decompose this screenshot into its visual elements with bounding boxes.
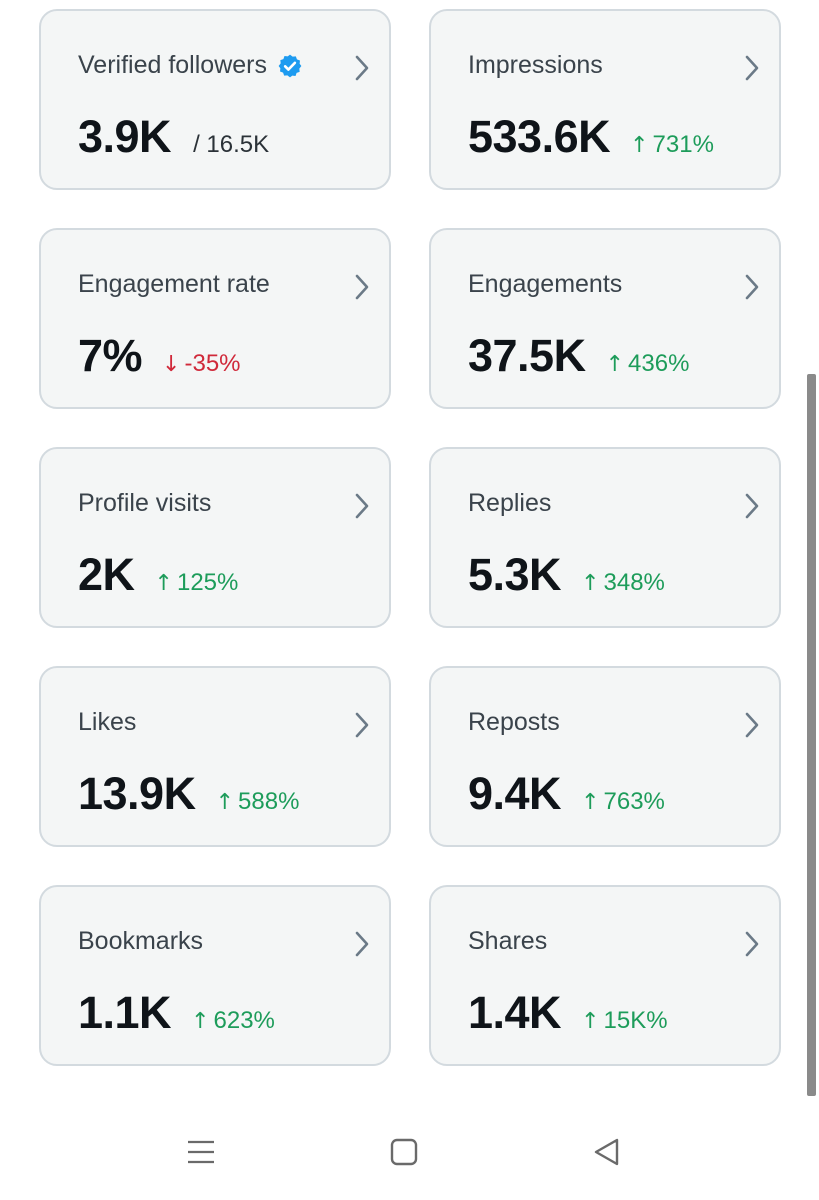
metric-change-value: 731% xyxy=(652,131,714,158)
metric-value-row: 1.4K ↑ 15K% xyxy=(468,987,668,1039)
chevron-right-icon[interactable] xyxy=(743,54,761,82)
system-nav-bar xyxy=(0,1110,819,1200)
metric-title-label: Replies xyxy=(468,489,552,517)
arrow-up-icon: ↑ xyxy=(154,571,173,596)
metric-value: 533.6K xyxy=(468,111,611,162)
metric-value: 9.4K xyxy=(468,768,562,819)
chevron-right-icon[interactable] xyxy=(743,711,761,739)
metric-title: Profile visits xyxy=(78,489,211,518)
scrollbar[interactable] xyxy=(807,374,816,1096)
metric-title: Likes xyxy=(78,708,136,737)
arrow-up-icon: ↑ xyxy=(630,133,649,158)
metric-change: ↑ 348% xyxy=(581,569,665,597)
metric-title: Impressions xyxy=(468,51,603,80)
metric-title-label: Profile visits xyxy=(78,489,212,517)
metric-title: Reposts xyxy=(468,708,560,737)
metric-title: Verified followers xyxy=(78,51,303,80)
chevron-right-icon[interactable] xyxy=(743,930,761,958)
metric-change: ↑ 588% xyxy=(216,788,300,816)
metric-value: 3.9K xyxy=(78,111,172,162)
home-square-icon xyxy=(390,1138,418,1166)
metric-value-row: 533.6K ↑ 731% xyxy=(468,111,714,163)
chevron-right-icon[interactable] xyxy=(353,711,371,739)
metric-change-value: 763% xyxy=(603,788,665,815)
metric-title: Replies xyxy=(468,489,551,518)
metric-total: / 16.5K xyxy=(193,131,270,158)
metric-value-row: 5.3K ↑ 348% xyxy=(468,549,665,601)
metric-value: 2K xyxy=(78,549,135,600)
verified-badge-icon xyxy=(278,54,302,77)
metric-title: Shares xyxy=(468,927,547,956)
metric-card[interactable]: Verified followers 3.9K / 16.5K xyxy=(39,9,391,190)
arrow-up-icon: ↑ xyxy=(581,790,600,815)
arrow-down-icon: ↓ xyxy=(162,352,181,377)
metric-change-value: 623% xyxy=(213,1007,275,1034)
metric-value: 13.9K xyxy=(78,768,196,819)
metric-value-row: 13.9K ↑ 588% xyxy=(78,768,299,820)
arrow-up-icon: ↑ xyxy=(581,1009,600,1034)
metric-card[interactable]: Reposts 9.4K ↑ 763% xyxy=(429,666,781,847)
metric-change-value: 436% xyxy=(628,350,690,377)
back-button[interactable] xyxy=(587,1132,627,1172)
metric-title-label: Likes xyxy=(78,708,137,736)
metric-value-row: 7% ↓ -35% xyxy=(78,330,241,382)
home-button[interactable] xyxy=(384,1132,424,1172)
metric-change: ↑ 125% xyxy=(155,569,239,597)
metric-change-value: 588% xyxy=(238,788,300,815)
chevron-right-icon[interactable] xyxy=(353,930,371,958)
metric-value: 7% xyxy=(78,330,143,381)
metric-value-row: 1.1K ↑ 623% xyxy=(78,987,275,1039)
metric-title-label: Engagements xyxy=(468,270,623,298)
metric-title: Engagement rate xyxy=(78,270,270,299)
metric-title: Engagements xyxy=(468,270,622,299)
metric-value: 37.5K xyxy=(468,330,586,381)
chevron-right-icon[interactable] xyxy=(353,492,371,520)
recent-apps-button[interactable] xyxy=(181,1132,221,1172)
metric-title-label: Engagement rate xyxy=(78,270,270,298)
metric-value: 1.1K xyxy=(78,987,172,1038)
metric-card[interactable]: Engagement rate 7% ↓ -35% xyxy=(39,228,391,409)
metric-card[interactable]: Profile visits 2K ↑ 125% xyxy=(39,447,391,628)
metric-title-label: Bookmarks xyxy=(78,927,204,955)
chevron-right-icon[interactable] xyxy=(743,273,761,301)
metric-title: Bookmarks xyxy=(78,927,203,956)
metric-change-value: -35% xyxy=(184,350,241,377)
chevron-right-icon[interactable] xyxy=(353,273,371,301)
metrics-grid: Verified followers 3.9K / 16.5K Impressions… xyxy=(39,9,781,1066)
metric-change: ↑ 731% xyxy=(630,131,714,159)
metric-title-label: Verified followers xyxy=(78,51,267,79)
metric-change-value: 125% xyxy=(176,569,239,596)
arrow-up-icon: ↑ xyxy=(215,790,235,815)
metric-title-label: Shares xyxy=(468,927,548,955)
menu-icon xyxy=(188,1140,214,1164)
chevron-right-icon[interactable] xyxy=(743,492,761,520)
metric-change: ↑ 15K% xyxy=(581,1007,667,1035)
metric-card[interactable]: Impressions 533.6K ↑ 731% xyxy=(429,9,781,190)
arrow-up-icon: ↑ xyxy=(581,571,600,596)
metric-title-label: Impressions xyxy=(468,51,603,79)
arrow-up-icon: ↑ xyxy=(191,1009,210,1034)
arrow-up-icon: ↑ xyxy=(605,352,625,377)
metric-change: ↑ 623% xyxy=(191,1007,275,1035)
metric-card[interactable]: Replies 5.3K ↑ 348% xyxy=(429,447,781,628)
back-triangle-icon xyxy=(594,1138,619,1166)
metric-value: 5.3K xyxy=(468,549,562,600)
metric-change: ↓ -35% xyxy=(162,350,240,378)
metric-title-label: Reposts xyxy=(468,708,560,736)
metric-card[interactable]: Shares 1.4K ↑ 15K% xyxy=(429,885,781,1066)
metric-value-row: 9.4K ↑ 763% xyxy=(468,768,665,820)
metric-card[interactable]: Engagements 37.5K ↑ 436% xyxy=(429,228,781,409)
metric-change: ↑ 763% xyxy=(581,788,665,816)
chevron-right-icon[interactable] xyxy=(353,54,371,82)
metric-value: 1.4K xyxy=(468,987,562,1038)
metric-value-row: 2K ↑ 125% xyxy=(78,549,238,601)
metric-change: ↑ 436% xyxy=(606,350,690,378)
metric-change-value: 348% xyxy=(603,569,665,596)
metric-card[interactable]: Likes 13.9K ↑ 588% xyxy=(39,666,391,847)
metric-value-row: 37.5K ↑ 436% xyxy=(468,330,689,382)
metric-change-value: 15K% xyxy=(603,1007,668,1034)
metric-card[interactable]: Bookmarks 1.1K ↑ 623% xyxy=(39,885,391,1066)
metric-value-row: 3.9K / 16.5K xyxy=(78,111,269,163)
